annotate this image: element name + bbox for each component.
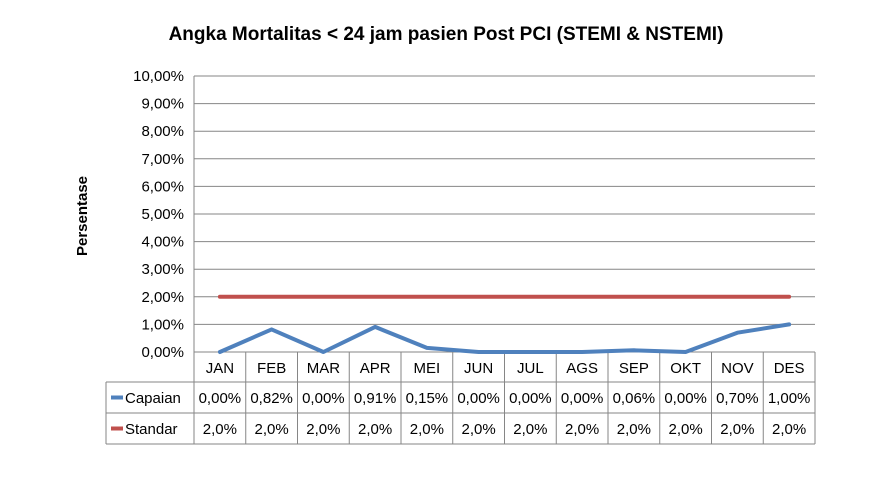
data-label: 2,0% [255,421,289,438]
y-tick-label: 6,00% [141,178,184,195]
y-tick-label: 7,00% [141,151,184,168]
y-axis-label: Persentase [74,176,91,256]
legend-label: Capaian [125,390,181,407]
data-label: 2,0% [720,421,754,438]
series-line [217,322,792,354]
x-tick-label: AGS [566,360,598,377]
x-tick-label: MEI [414,360,441,377]
data-label: 0,70% [716,390,759,407]
y-tick-label: 10,00% [133,68,184,85]
gridlines [193,75,815,352]
x-tick-label: JUN [464,360,493,377]
data-label: 2,0% [462,421,496,438]
x-tick-label: JAN [206,360,234,377]
data-label: 0,00% [199,390,242,407]
x-tick-label: JUL [517,360,544,377]
x-tick-label: MAR [307,360,341,377]
legend-label: Standar [125,421,178,438]
x-tick-label: SEP [619,360,649,377]
y-tick-label: 5,00% [141,206,184,223]
y-tick-label: 1,00% [141,316,184,333]
data-table: JAN FEB MAR APR MEI JUN JUL AGS SEP OKT NOV DES Capa… [105,351,816,445]
data-label: 0,00% [509,390,552,407]
data-label: 2,0% [358,421,392,438]
data-label: 2,0% [203,421,237,438]
data-label: 2,0% [513,421,547,438]
y-tick-label: 3,00% [141,261,184,278]
data-label: 0,06% [613,390,656,407]
data-label: 0,00% [561,390,604,407]
data-label: 0,91% [354,390,397,407]
data-label: 0,00% [457,390,500,407]
y-axis-ticks: 0,00% 1,00% 2,00% 3,00% 4,00% 5,00% 6,00% 7,00%… [133,68,184,361]
data-label: 0,00% [302,390,345,407]
x-tick-label: DES [774,360,805,377]
data-label: 2,0% [565,421,599,438]
data-label: 2,0% [410,421,444,438]
data-label: 1,00% [768,390,811,407]
y-tick-label: 9,00% [141,96,184,113]
data-label: 2,0% [617,421,651,438]
chart-title: Angka Mortalitas < 24 jam pasien Post PC… [169,24,724,45]
data-label: 2,0% [669,421,703,438]
data-label: 0,15% [406,390,449,407]
y-tick-label: 0,00% [141,344,184,361]
x-tick-label: OKT [670,360,701,377]
data-label: 0,82% [250,390,293,407]
y-tick-label: 8,00% [141,123,184,140]
data-label: 2,0% [306,421,340,438]
series-lines [217,294,792,354]
x-tick-label: FEB [257,360,286,377]
data-label: 2,0% [772,421,806,438]
y-tick-label: 2,00% [141,289,184,306]
y-tick-label: 4,00% [141,234,184,251]
x-tick-label: APR [360,360,391,377]
x-tick-label: NOV [721,360,754,377]
data-label: 0,00% [664,390,707,407]
